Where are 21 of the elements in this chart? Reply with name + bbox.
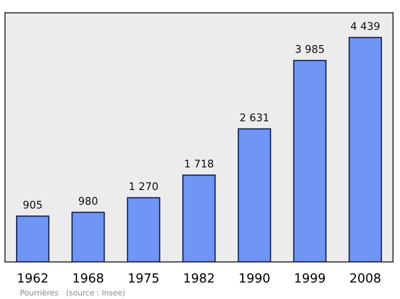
- data-label: 1 718: [185, 160, 214, 168]
- data-label: 4 439: [350, 22, 380, 30]
- bar: [71, 212, 105, 262]
- data-label: 1 270: [130, 182, 158, 190]
- x-tick-label: 1990: [240, 273, 270, 283]
- data-label: 980: [78, 196, 98, 205]
- bar: [293, 60, 327, 262]
- x-tick-label: 2008: [350, 273, 380, 283]
- x-tick-label: 1975: [129, 273, 158, 283]
- data-label: 905: [23, 200, 42, 209]
- bar: [348, 36, 382, 262]
- data-label: 2 631: [240, 113, 268, 122]
- x-tick-label: 1999: [295, 273, 325, 283]
- x-tick-label: 1968: [74, 273, 104, 283]
- data-label: 3 985: [296, 45, 324, 53]
- bar: [182, 174, 216, 262]
- bar: [126, 197, 160, 262]
- bar: [16, 216, 50, 262]
- x-tick-label: 1982: [184, 273, 214, 283]
- x-tick-label: 1962: [18, 273, 48, 283]
- bar: [238, 128, 272, 262]
